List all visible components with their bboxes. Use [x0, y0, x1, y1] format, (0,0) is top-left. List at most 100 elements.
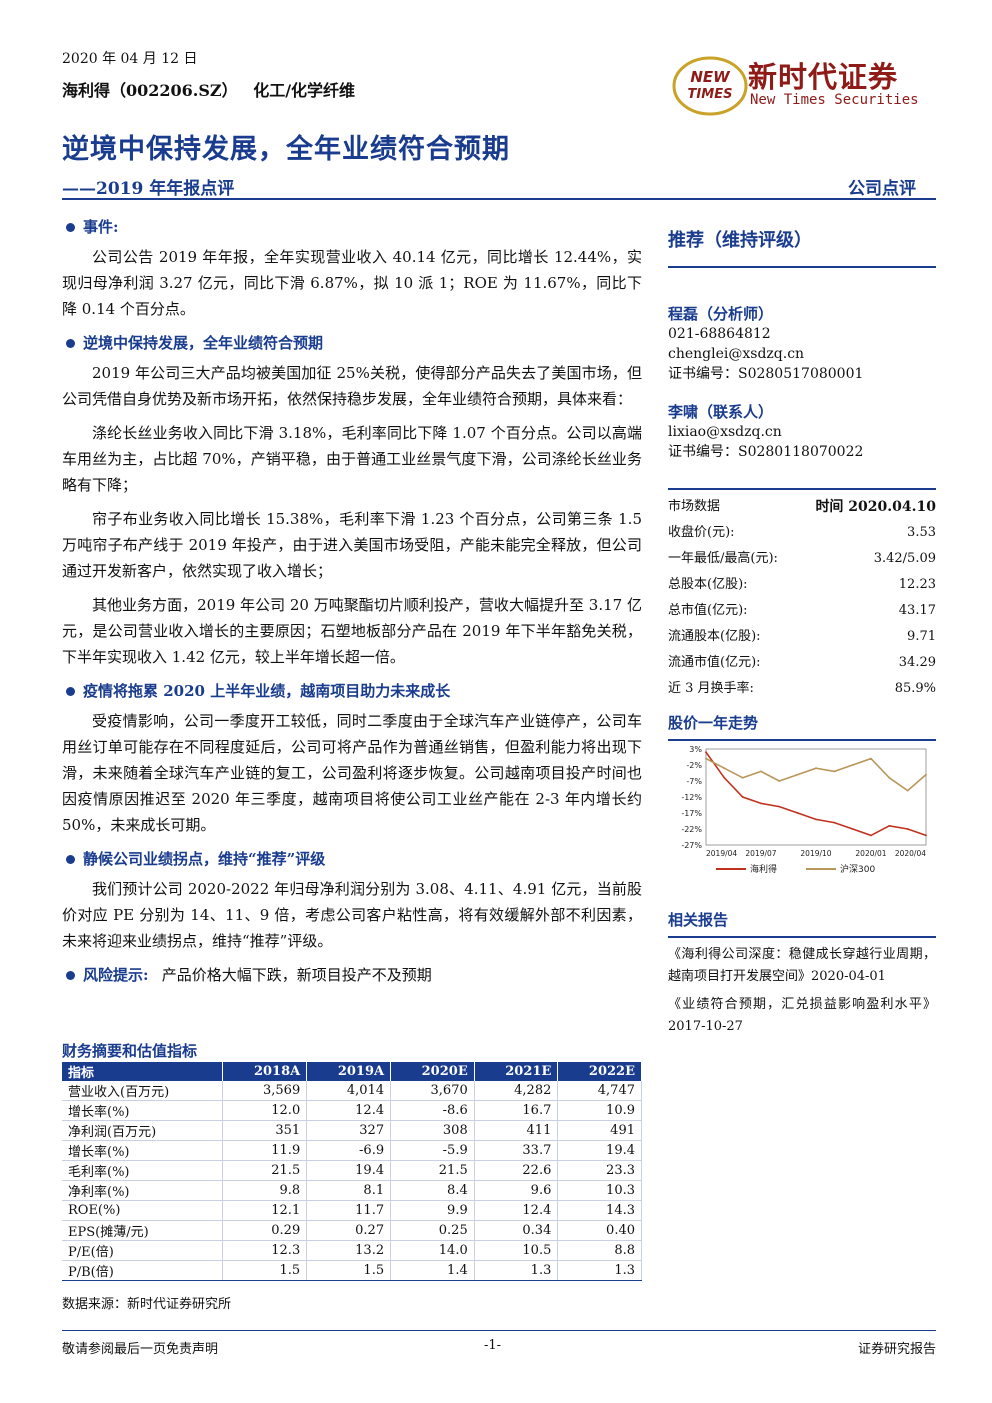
data-point: [796, 773, 799, 776]
market-head-date: 时间 2020.04.10: [815, 499, 936, 515]
market-value: 34.29: [898, 655, 936, 670]
market-row: 近 3 月换手率: 85.9%: [668, 676, 936, 702]
paragraph: 帘子布业务收入同比增长 15.38%，毛利率下滑 1.23 个百分点，公司第三条…: [62, 510, 642, 580]
row-label: EPS(摊薄/元): [62, 1220, 224, 1241]
table-row: 净利率(%) 9.8 8.1 8.4 9.6 10.3: [62, 1180, 642, 1201]
table-cell: 0.34: [474, 1220, 559, 1241]
table-cell: 8.1: [306, 1180, 392, 1201]
data-point: [833, 821, 836, 824]
market-label: 流通股本(亿股):: [668, 629, 761, 644]
market-label: 一年最低/最高(元):: [668, 551, 778, 566]
data-source: 数据来源：新时代证券研究所: [62, 1297, 232, 1312]
financial-table: 指标 2018A 2019A 2020E 2021E 2022E 营业收入(百万元) 3,5…: [62, 1062, 642, 1281]
table-cell: 308: [390, 1120, 475, 1141]
section-performance: 逆境中保持发展，全年业绩符合预期 2019 年公司三大产品均被美国加征 25%关…: [62, 330, 642, 670]
data-point: [888, 824, 891, 827]
analyst-phone: 021-68864812: [668, 326, 771, 342]
section-outlook: 疫情将拖累 2020 上半年业绩，越南项目助力未来成长 受疫情影响，公司一季度开…: [62, 678, 642, 838]
table-cell: 13.2: [306, 1240, 392, 1261]
paragraph: 受疫情影响，公司一季度开工较低，同时二季度由于全球汽车产业链停产，公司车用丝订单…: [62, 712, 642, 834]
paragraph: 涤纶长丝业务收入同比下滑 3.18%，毛利率同比下降 1.07 个百分点。公司以…: [62, 424, 642, 494]
row-label: 净利润(百万元): [62, 1120, 224, 1141]
sidebar: 推荐（维持评级） 程磊（分析师） 021-68864812 chenglei@x…: [668, 214, 936, 1038]
table-cell: 1.3: [557, 1260, 642, 1281]
stock-line: 海利得（002206.SZ） 化工/化学纤维: [62, 77, 355, 101]
report-subtitle: ——2019 年年报点评: [62, 179, 235, 199]
data-point: [870, 834, 872, 837]
bullet-icon: [66, 855, 75, 864]
section-heading: 逆境中保持发展，全年业绩符合预期: [83, 334, 324, 352]
market-label: 流通市值(亿元):: [668, 655, 761, 670]
market-header: 市场数据 时间 2020.04.10: [668, 494, 936, 520]
table-cell: -6.9: [306, 1140, 392, 1161]
header-divider: [62, 198, 936, 200]
paragraph: 公司公告 2019 年年报，全年实现营业收入 40.14 亿元，同比增长 12.…: [62, 248, 642, 318]
market-row: 一年最低/最高(元): 3.42/5.09: [668, 546, 936, 572]
plot-area: [705, 748, 927, 846]
market-label: 收盘价(元):: [668, 525, 735, 540]
related-divider: [668, 936, 936, 938]
contact-name: 李啸（联系人）: [668, 403, 774, 421]
table-cell: 3,569: [222, 1081, 308, 1101]
column-header: 2019A: [306, 1062, 392, 1081]
data-point: [705, 751, 707, 754]
data-point: [778, 805, 781, 808]
market-row: 流通市值(亿元): 34.29: [668, 650, 936, 676]
table-row: 营业收入(百万元) 3,569 4,014 3,670 4,282 4,747: [62, 1081, 642, 1101]
table-row: 增长率(%) 12.0 12.4 -8.6 16.7 10.9: [62, 1100, 642, 1121]
series-line-1: [705, 757, 927, 792]
market-value: 3.42/5.09: [873, 551, 936, 566]
bullet-icon: [66, 223, 75, 232]
section-heading: 静候公司业绩拐点，维持“推荐”评级: [83, 850, 326, 868]
price-chart: 3% -2% -7% -12% -17% -22% -27% 2019/04 2019/07 20…: [681, 745, 927, 875]
market-divider: [668, 488, 936, 490]
chart-title: 股价一年走势: [668, 714, 759, 732]
table-cell: 1.5: [222, 1260, 308, 1281]
main-body: 事件: 公司公告 2019 年年报，全年实现营业收入 40.14 亿元，同比增长…: [62, 214, 642, 992]
data-point: [723, 767, 726, 770]
table-cell: 4,747: [557, 1081, 642, 1101]
table-cell: 1.3: [474, 1260, 559, 1281]
table-cell: -5.9: [390, 1140, 475, 1161]
data-point: [833, 770, 836, 773]
x-tick-label: 2020/04: [895, 849, 926, 858]
y-tick-label: -17%: [681, 809, 702, 818]
rating-divider: [668, 266, 936, 268]
logo-mark: NEW TIMES: [672, 56, 748, 116]
row-label: P/B(倍): [62, 1260, 224, 1281]
table-cell: 4,282: [474, 1081, 559, 1101]
table-cell: 0.27: [306, 1220, 392, 1241]
report-title: 逆境中保持发展，全年业绩符合预期: [62, 134, 510, 165]
column-header: 2018A: [222, 1062, 308, 1081]
footer-disclaimer: 敬请参阅最后一页免责声明: [62, 1342, 219, 1357]
data-point: [925, 773, 927, 776]
data-point: [870, 757, 872, 760]
market-head-label: 市场数据: [668, 499, 721, 514]
market-label: 总市值(亿元):: [668, 603, 748, 618]
bullet-icon: [66, 339, 75, 348]
paragraph: 其他业务方面，2019 年公司 20 万吨聚酯切片顺利投产，营收大幅提升至 3.…: [62, 596, 642, 666]
data-point: [705, 757, 707, 760]
table-cell: 9.6: [474, 1180, 559, 1201]
market-row: 总股本(亿股): 12.23: [668, 572, 936, 598]
column-header: 2020E: [390, 1062, 475, 1081]
table-cell: 9.8: [222, 1180, 308, 1201]
analyst-name: 程磊（分析师）: [668, 305, 774, 323]
x-tick-label: 2019/07: [745, 849, 776, 858]
table-row: EPS(摊薄/元) 0.29 0.27 0.25 0.34 0.40: [62, 1220, 642, 1241]
table-cell: 12.3: [222, 1240, 308, 1261]
table-cell: 0.40: [557, 1220, 642, 1241]
data-point: [906, 828, 909, 830]
row-label: 增长率(%): [62, 1140, 224, 1161]
analyst-cert: 证书编号：S0280517080001: [668, 366, 864, 382]
data-point: [815, 818, 817, 821]
table-cell: 19.4: [557, 1140, 642, 1161]
table-cell: 10.3: [557, 1180, 642, 1201]
bullet-icon: [66, 687, 75, 696]
market-row: 总市值(亿元): 43.17: [668, 598, 936, 624]
table-cell: 351: [222, 1120, 308, 1141]
contact-cert: 证书编号：S0280118070022: [668, 444, 864, 460]
market-value: 85.9%: [894, 681, 936, 696]
table-cell: 327: [306, 1120, 392, 1141]
y-tick-label: -27%: [681, 841, 702, 850]
